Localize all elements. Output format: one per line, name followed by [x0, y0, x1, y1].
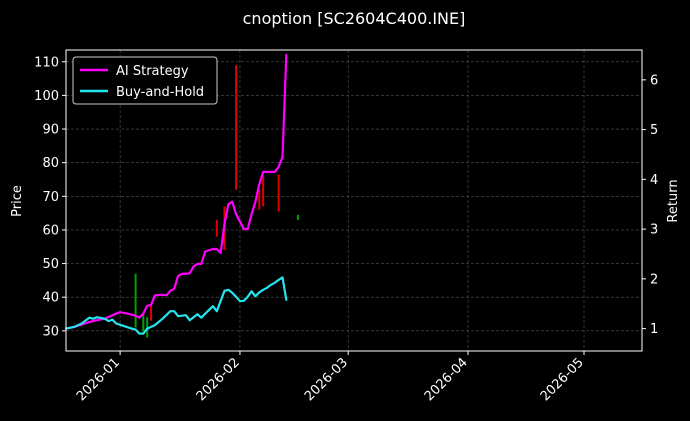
y2-tick-label-4: 4 — [650, 173, 658, 188]
legend-label-ai-strategy: AI Strategy — [116, 64, 189, 79]
grid-layer — [66, 50, 642, 351]
y-tick-label-100: 100 — [34, 89, 59, 104]
y2-tick-label-5: 5 — [650, 123, 658, 138]
candle-layer — [134, 65, 299, 338]
legend-label-buy-and-hold: Buy-and-Hold — [116, 85, 204, 100]
y2-tick-label-2: 2 — [650, 272, 658, 287]
y2-tick-label-1: 1 — [650, 322, 658, 337]
y-tick-label-70: 70 — [42, 190, 59, 205]
y-tick-label-90: 90 — [42, 123, 59, 138]
y-tick-label-30: 30 — [42, 324, 59, 339]
y-axis-title: Price — [10, 185, 25, 217]
y-tick-label-40: 40 — [42, 291, 59, 306]
y-tick-label-80: 80 — [42, 156, 59, 171]
series-layer — [64, 53, 288, 335]
y-tick-label-110: 110 — [34, 55, 59, 70]
legend-box — [72, 56, 218, 105]
y-tick-label-50: 50 — [42, 257, 59, 272]
chart-title: cnoption [SC2604C400.INE] — [243, 9, 466, 28]
series-line-ai-strategy — [64, 53, 288, 330]
plot-frame — [65, 49, 643, 352]
y2-tick-label-6: 6 — [650, 73, 658, 88]
series-line-buy-and-hold — [64, 276, 288, 335]
y2-tick-label-3: 3 — [650, 223, 658, 238]
y-tick-label-60: 60 — [42, 223, 59, 238]
legend: AI Strategy Buy-and-Hold — [72, 56, 218, 105]
y2-axis-title: Return — [666, 179, 681, 222]
